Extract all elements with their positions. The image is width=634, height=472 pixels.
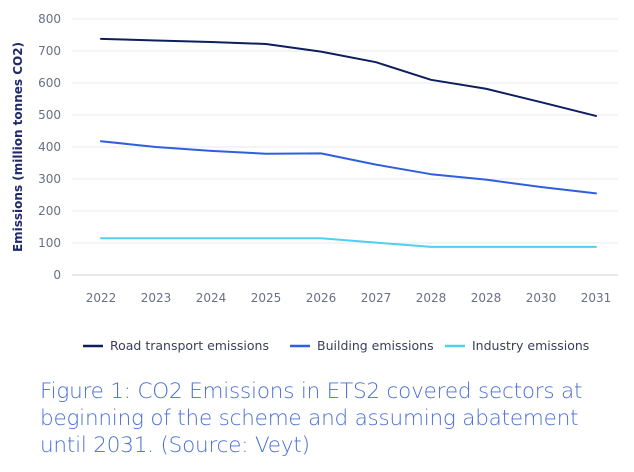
x-tick-6: 2028 <box>416 291 447 305</box>
legend: Road transport emissions Building emissio… <box>83 338 589 353</box>
y-axis-ticks: 0 100 200 300 400 500 600 700 800 <box>38 12 61 282</box>
legend-label-0: Road transport emissions <box>110 338 269 353</box>
y-tick-300: 300 <box>38 172 61 186</box>
series-lines <box>100 37 597 248</box>
x-tick-0: 2022 <box>86 291 117 305</box>
x-tick-7: 2028 <box>471 291 502 305</box>
y-tick-400: 400 <box>38 140 61 154</box>
x-tick-8: 2030 <box>526 291 557 305</box>
y-tick-200: 200 <box>38 204 61 218</box>
y-tick-700: 700 <box>38 44 61 58</box>
x-axis-ticks: 2022 2023 2024 2025 2026 2027 2028 2028 2030 2031 <box>86 291 612 305</box>
y-tick-100: 100 <box>38 236 61 250</box>
legend-label-1: Building emissions <box>317 338 434 353</box>
series-line-2 <box>100 237 597 248</box>
x-tick-9: 2031 <box>581 291 612 305</box>
series-line-0 <box>100 37 597 117</box>
x-tick-1: 2023 <box>141 291 172 305</box>
x-tick-5: 2027 <box>361 291 392 305</box>
y-tick-800: 800 <box>38 12 61 26</box>
figure-caption: Figure 1: CO2 Emissions in ETS2 covered … <box>40 379 583 458</box>
x-tick-3: 2025 <box>251 291 282 305</box>
y-tick-0: 0 <box>53 268 61 282</box>
series-line-1 <box>100 140 597 195</box>
y-axis-label: Emissions (million tonnes CO2) <box>11 42 25 252</box>
y-tick-500: 500 <box>38 108 61 122</box>
x-tick-2: 2024 <box>196 291 227 305</box>
x-tick-4: 2026 <box>306 291 337 305</box>
y-tick-600: 600 <box>38 76 61 90</box>
legend-label-2: Industry emissions <box>472 338 589 353</box>
